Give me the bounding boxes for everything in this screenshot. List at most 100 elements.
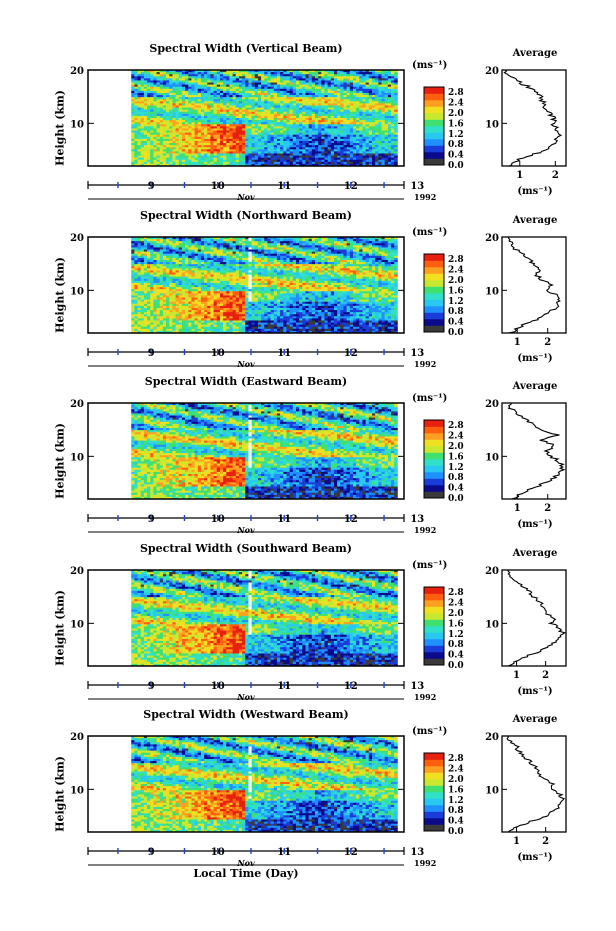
heatmap-cell: [172, 241, 176, 244]
heatmap-cell: [391, 113, 395, 117]
heatmap-cell: [375, 97, 379, 100]
heatmap-cell: [311, 72, 316, 75]
heatmap-cell: [156, 128, 161, 131]
heatmap-cell: [143, 278, 148, 282]
heatmap-cell: [270, 157, 275, 161]
heatmap-cell: [178, 82, 183, 86]
heatmap-cell: [181, 241, 186, 244]
heatmap-cell: [302, 138, 306, 142]
heatmap-cell: [134, 262, 138, 265]
heatmap-cell: [162, 118, 167, 121]
heatmap-cell: [365, 132, 370, 136]
heatmap-cell: [131, 276, 135, 280]
heatmap-cell: [330, 74, 335, 77]
heatmap-cell: [276, 159, 281, 163]
heatmap-cell: [314, 143, 319, 146]
heatmap-cell: [197, 301, 202, 305]
heatmap-cell: [213, 107, 218, 111]
heatmap-cell: [143, 97, 148, 100]
heatmap-cell: [191, 101, 195, 104]
heatmap-cell: [216, 118, 221, 121]
heatmap-cell: [150, 282, 154, 286]
heatmap-cell: [131, 153, 135, 156]
heatmap-cell: [333, 157, 338, 161]
heatmap-cell: [166, 149, 170, 152]
heatmap-cell: [137, 295, 142, 298]
heatmap-cell: [137, 107, 142, 111]
heatmap-cell: [387, 97, 392, 100]
heatmap-cell: [147, 109, 151, 113]
heatmap-cell: [343, 122, 348, 125]
heatmap-cell: [368, 92, 373, 96]
heatmap-cell: [261, 103, 265, 106]
heatmap-cell: [384, 74, 389, 77]
heatmap-cell: [270, 161, 275, 165]
heatmap-cell: [207, 101, 211, 104]
heatmap-cell: [162, 239, 167, 242]
heatmap-cell: [162, 82, 167, 86]
heatmap-cell: [143, 293, 148, 296]
heatmap-cell: [166, 322, 170, 326]
heatmap-cell: [276, 130, 281, 134]
heatmap-cell: [362, 70, 367, 73]
heatmap-cell: [356, 105, 360, 108]
heatmap-cell: [143, 82, 148, 86]
heatmap-cell: [162, 251, 167, 255]
heatmap-cell: [280, 151, 284, 154]
colorbar-swatch: [424, 145, 444, 153]
heatmap-cell: [200, 291, 205, 294]
heatmap-cell: [219, 90, 224, 94]
heatmap-cell: [166, 161, 170, 165]
heatmap-cell: [194, 107, 199, 111]
heatmap-cell: [353, 163, 357, 167]
heatmap-cell: [156, 74, 161, 77]
heatmap-cell: [162, 163, 167, 167]
heatmap-cell: [381, 124, 386, 127]
heatmap-cell: [175, 239, 180, 242]
heatmap-cell: [207, 126, 211, 129]
heatmap-cell: [185, 305, 189, 309]
heatmap-cell: [191, 320, 195, 323]
heatmap-cell: [140, 76, 145, 79]
heatmap-cell: [327, 147, 332, 150]
heatmap-cell: [254, 161, 259, 165]
heatmap-cell: [337, 80, 341, 83]
heatmap-cell: [188, 155, 192, 159]
heatmap-cell: [131, 95, 135, 98]
heatmap-cell: [299, 105, 303, 108]
heatmap-cell: [292, 80, 297, 83]
heatmap-cell: [194, 70, 199, 73]
heatmap-cell: [261, 99, 265, 102]
heatmap-cell: [172, 82, 176, 86]
heatmap-cell: [185, 262, 189, 265]
heatmap-cell: [147, 76, 151, 79]
heatmap-cell: [273, 101, 278, 104]
heatmap-cell: [337, 118, 341, 121]
heatmap-cell: [134, 303, 138, 307]
heatmap-cell: [273, 86, 278, 90]
heatmap-cell: [213, 157, 218, 161]
heatmap-cell: [257, 111, 262, 115]
heatmap-cell: [219, 107, 224, 111]
heatmap-cell: [156, 122, 161, 125]
heatmap-cell: [327, 113, 332, 117]
heatmap-cell: [289, 155, 294, 159]
heatmap-cell: [381, 109, 386, 113]
heatmap-cell: [159, 268, 164, 271]
heatmap-cell: [324, 107, 329, 111]
heatmap-cell: [314, 122, 319, 125]
heatmap-cell: [337, 143, 341, 146]
heatmap-cell: [194, 147, 199, 150]
heatmap-cell: [340, 105, 344, 108]
heatmap-cell: [172, 251, 176, 255]
heatmap-cell: [381, 161, 386, 165]
heatmap-cell: [131, 270, 135, 273]
heatmap-cell: [353, 138, 357, 142]
heatmap-cell: [172, 272, 176, 275]
heatmap-cell: [229, 161, 234, 165]
heatmap-cell: [251, 72, 256, 75]
heatmap-cell: [172, 322, 176, 326]
heatmap-cell: [299, 118, 303, 121]
heatmap-cell: [365, 153, 370, 156]
